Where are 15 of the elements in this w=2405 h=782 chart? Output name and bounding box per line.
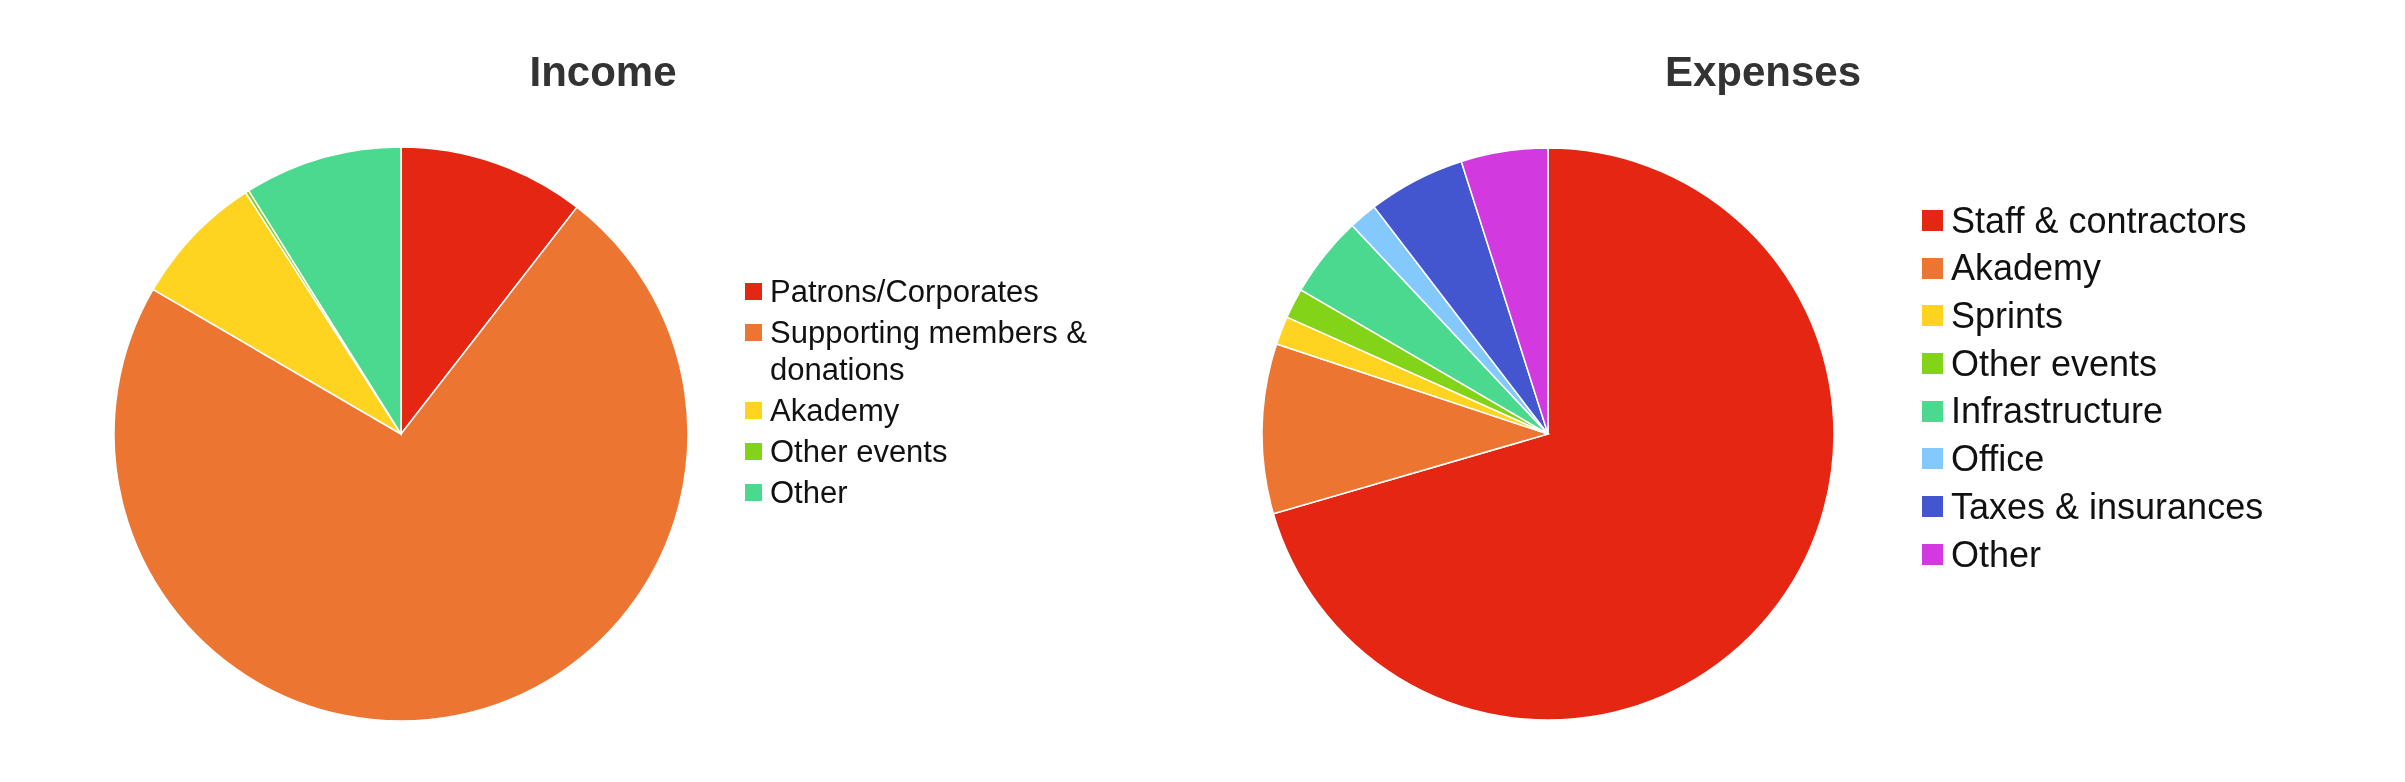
legend-label: Taxes & insurances — [1951, 484, 2264, 529]
chart-title: Income — [529, 48, 677, 96]
legend-label: Akademy — [770, 391, 900, 429]
legend-label: Office — [1951, 437, 2045, 482]
legend-label: Akademy — [1951, 246, 2102, 291]
legend-label: Staff & contractors — [1951, 198, 2247, 243]
legend-label: Infrastructure — [1951, 389, 2164, 434]
legend-label: Patrons/Corporates — [770, 272, 1039, 310]
legend-label: Other events — [770, 432, 948, 470]
legend-label: Other — [770, 473, 848, 511]
legend-label: Sprints — [1951, 294, 2064, 338]
legend-label: Other events — [1951, 341, 2158, 386]
legend-label: Supporting members & donations — [770, 313, 1089, 388]
chart-title: Expenses — [1664, 48, 1862, 96]
legend-label: Other — [1951, 532, 2042, 577]
